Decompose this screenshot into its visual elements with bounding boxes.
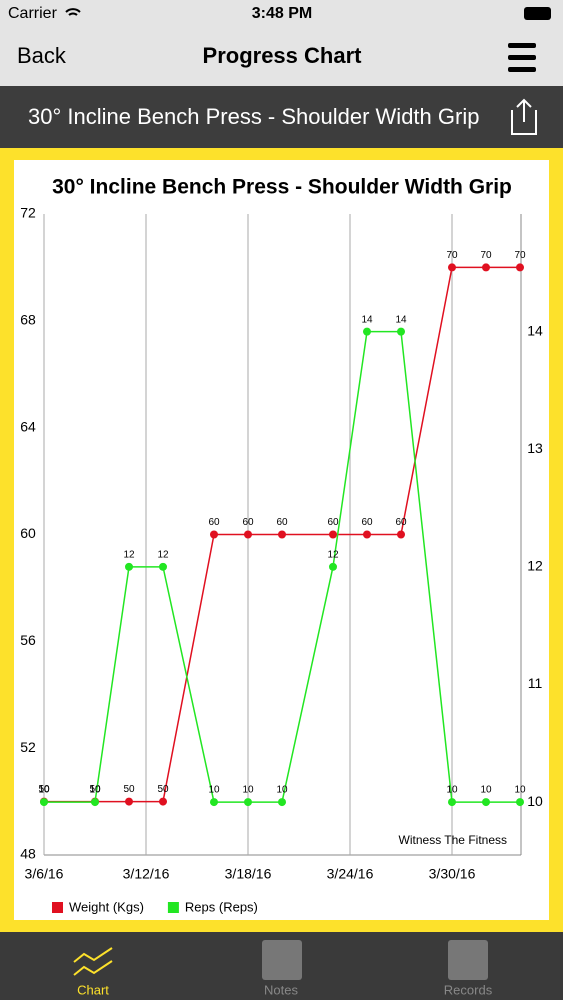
top-bg [0, 0, 563, 86]
y-tick-label: 56 [20, 632, 36, 648]
data-point [159, 797, 167, 806]
data-label: 12 [123, 549, 135, 560]
tab-records[interactable]: Records [444, 982, 493, 997]
data-label: 60 [208, 517, 220, 528]
back-button[interactable]: Back [17, 43, 67, 68]
annotation: Witness The Fitness [399, 833, 507, 847]
data-point [516, 798, 524, 807]
y-tick-label: 48 [20, 846, 36, 862]
data-point [482, 798, 490, 807]
legend-label: Reps (Reps) [185, 899, 258, 914]
tab-chart[interactable]: Chart [77, 982, 109, 997]
data-point [397, 327, 405, 336]
carrier: Carrier [8, 5, 58, 22]
y-tick-label: 52 [20, 739, 36, 755]
battery [524, 7, 551, 20]
data-point [363, 327, 371, 336]
legend-swatch [167, 902, 179, 913]
data-point [482, 263, 490, 272]
y2-tick-label: 12 [527, 558, 543, 574]
data-point [516, 263, 524, 272]
data-point [210, 530, 218, 539]
data-label: 10 [276, 785, 288, 796]
data-label: 10 [446, 785, 458, 796]
data-point [210, 798, 218, 807]
data-label: 50 [89, 784, 101, 795]
x-tick-label: 3/24/16 [327, 866, 374, 882]
wifi-icon [65, 8, 81, 16]
menu-button[interactable] [508, 43, 536, 72]
data-label: 50 [38, 784, 50, 795]
data-point [125, 797, 133, 806]
data-point [278, 798, 286, 807]
y2-tick-label: 11 [528, 675, 543, 691]
data-label: 10 [89, 785, 101, 796]
data-point [363, 530, 371, 539]
data-label: 50 [157, 784, 169, 795]
data-point [91, 798, 99, 807]
data-point [244, 798, 252, 807]
data-point [159, 562, 167, 571]
data-label: 50 [123, 784, 135, 795]
clock: 3:48 PM [252, 5, 312, 22]
header-bar [0, 86, 563, 148]
data-label: 10 [208, 785, 220, 796]
data-point [448, 798, 456, 807]
data-point [329, 530, 337, 539]
data-point [448, 263, 456, 272]
x-tick-label: 3/30/16 [429, 866, 476, 882]
data-label: 10 [480, 785, 492, 796]
data-label: 60 [327, 517, 339, 528]
data-point [40, 798, 48, 807]
share-button[interactable] [511, 98, 537, 135]
y-tick-label: 64 [20, 418, 36, 434]
legend-swatch [52, 902, 63, 913]
data-label: 70 [446, 250, 458, 261]
y-tick-label: 68 [20, 312, 36, 328]
data-point [329, 562, 337, 571]
data-label: 14 [395, 314, 407, 325]
y2-tick-label: 10 [527, 793, 543, 809]
chart-icon [73, 947, 113, 976]
data-label: 70 [514, 250, 526, 261]
data-label: 12 [327, 549, 339, 560]
legend-label: Weight (Kgs) [69, 899, 144, 914]
data-label: 14 [361, 314, 373, 325]
chart-card [14, 160, 549, 920]
y-tick-label: 72 [20, 205, 36, 221]
data-label: 70 [480, 250, 492, 261]
nav-title: Progress Chart [203, 43, 363, 68]
data-label: 60 [395, 517, 407, 528]
header-title: 30° Incline Bench Press - Shoulder Width… [28, 104, 479, 129]
data-label: 60 [361, 517, 373, 528]
data-point [397, 530, 405, 539]
data-label: 10 [242, 785, 254, 796]
y2-tick-label: 14 [527, 322, 543, 338]
y2-tick-label: 13 [527, 440, 543, 456]
chart-title: 30° Incline Bench Press - Shoulder Width… [52, 176, 512, 199]
data-point [125, 562, 133, 571]
records-icon [448, 940, 488, 980]
tab-notes[interactable]: Notes [264, 982, 298, 997]
x-tick-label: 3/6/16 [25, 866, 64, 882]
data-label: 10 [514, 785, 526, 796]
notes-icon [262, 940, 302, 980]
y-tick-label: 60 [20, 525, 36, 541]
x-tick-label: 3/18/16 [225, 866, 272, 882]
data-point [244, 530, 252, 539]
data-label: 10 [38, 785, 50, 796]
data-point [278, 530, 286, 539]
data-label: 60 [242, 517, 254, 528]
data-label: 12 [157, 549, 169, 560]
data-label: 60 [276, 517, 288, 528]
x-tick-label: 3/12/16 [123, 866, 170, 882]
